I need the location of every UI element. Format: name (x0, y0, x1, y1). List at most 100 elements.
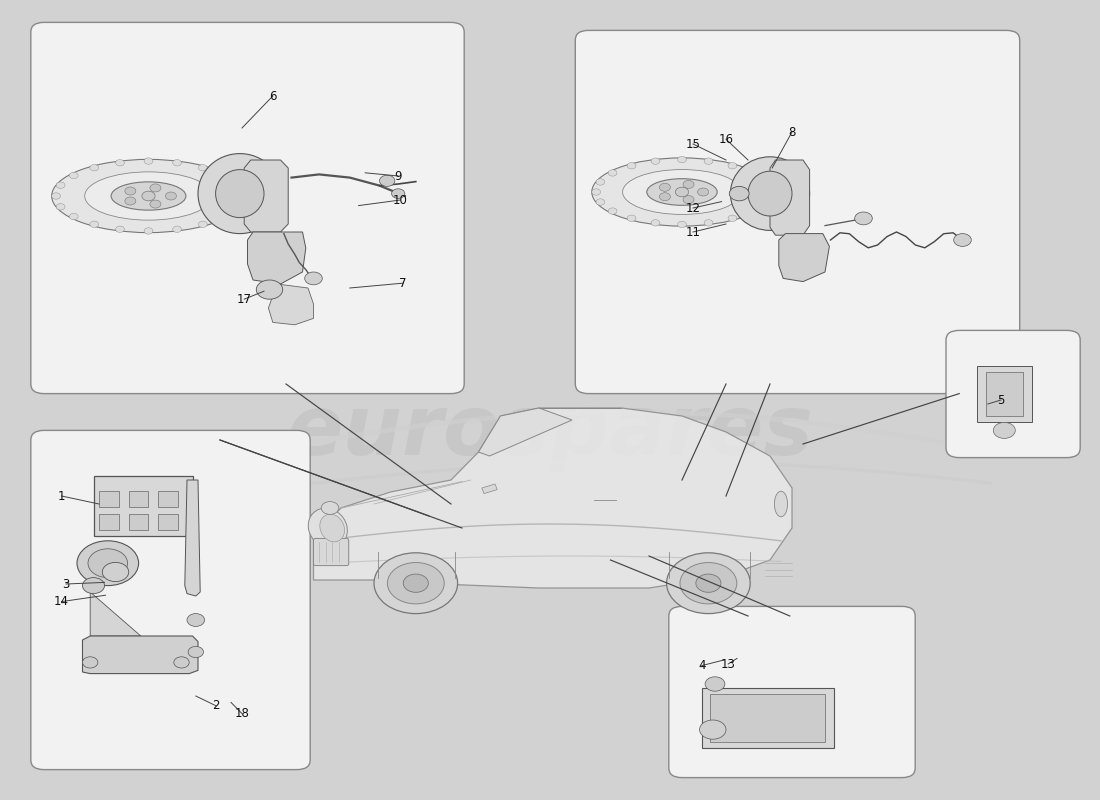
Circle shape (683, 195, 694, 203)
Text: 9: 9 (395, 170, 402, 182)
Text: 13: 13 (720, 658, 736, 670)
Text: 18: 18 (234, 707, 250, 720)
Circle shape (173, 226, 182, 233)
Polygon shape (185, 480, 200, 596)
Circle shape (659, 183, 670, 191)
FancyBboxPatch shape (986, 372, 1023, 416)
Circle shape (69, 172, 78, 178)
FancyBboxPatch shape (158, 514, 178, 530)
Ellipse shape (52, 159, 245, 233)
Ellipse shape (85, 172, 212, 220)
Polygon shape (268, 284, 313, 325)
Text: 12: 12 (685, 202, 701, 214)
Circle shape (321, 502, 339, 514)
Circle shape (56, 182, 65, 189)
Circle shape (759, 199, 768, 206)
FancyBboxPatch shape (710, 694, 825, 742)
Ellipse shape (216, 170, 264, 218)
Circle shape (759, 178, 768, 185)
Circle shape (374, 553, 458, 614)
Circle shape (305, 272, 322, 285)
Circle shape (150, 184, 161, 192)
FancyBboxPatch shape (31, 22, 464, 394)
Circle shape (404, 574, 428, 592)
Circle shape (232, 203, 241, 210)
Circle shape (90, 221, 99, 227)
Text: 10: 10 (393, 194, 408, 206)
Circle shape (232, 182, 241, 189)
Circle shape (678, 222, 686, 228)
Circle shape (627, 215, 636, 222)
Circle shape (116, 159, 124, 166)
Circle shape (392, 189, 405, 198)
Polygon shape (244, 160, 288, 232)
Ellipse shape (320, 514, 344, 542)
Circle shape (683, 181, 694, 189)
Text: eurospares: eurospares (286, 391, 814, 473)
Circle shape (69, 214, 78, 220)
Circle shape (236, 193, 245, 199)
Text: 5: 5 (998, 394, 1004, 406)
Circle shape (675, 187, 689, 197)
Circle shape (608, 170, 617, 176)
Circle shape (88, 549, 128, 578)
Circle shape (651, 220, 660, 226)
Circle shape (704, 220, 713, 226)
Text: 16: 16 (718, 133, 734, 146)
FancyBboxPatch shape (31, 430, 310, 770)
Circle shape (667, 553, 750, 614)
Circle shape (124, 197, 135, 205)
Text: 14: 14 (54, 595, 69, 608)
Text: 7: 7 (399, 277, 406, 290)
Polygon shape (482, 484, 497, 494)
Circle shape (82, 578, 104, 594)
Circle shape (592, 189, 601, 195)
Circle shape (659, 193, 670, 201)
Circle shape (52, 193, 60, 199)
FancyBboxPatch shape (575, 30, 1020, 394)
Circle shape (627, 162, 636, 169)
FancyBboxPatch shape (94, 476, 192, 536)
Circle shape (704, 158, 713, 164)
Circle shape (165, 192, 176, 200)
Ellipse shape (592, 158, 772, 226)
Polygon shape (314, 408, 792, 588)
Circle shape (187, 614, 205, 626)
Polygon shape (248, 232, 306, 284)
FancyBboxPatch shape (129, 491, 149, 507)
Circle shape (102, 562, 129, 582)
Text: 6: 6 (270, 90, 276, 102)
Ellipse shape (308, 508, 348, 548)
Circle shape (198, 221, 207, 227)
Circle shape (188, 646, 204, 658)
Circle shape (174, 657, 189, 668)
Circle shape (77, 541, 139, 586)
FancyBboxPatch shape (158, 491, 178, 507)
FancyBboxPatch shape (129, 514, 149, 530)
FancyBboxPatch shape (99, 514, 119, 530)
Circle shape (90, 165, 99, 171)
FancyBboxPatch shape (669, 606, 915, 778)
Circle shape (680, 562, 737, 604)
Ellipse shape (774, 491, 788, 517)
Circle shape (855, 212, 872, 225)
Circle shape (747, 170, 756, 176)
Circle shape (142, 191, 155, 201)
Circle shape (608, 208, 617, 214)
Circle shape (729, 186, 749, 201)
Circle shape (697, 188, 708, 196)
Ellipse shape (623, 170, 741, 214)
Circle shape (728, 215, 737, 222)
Text: 2: 2 (212, 699, 219, 712)
Circle shape (219, 172, 228, 178)
Ellipse shape (198, 154, 282, 234)
Circle shape (678, 156, 686, 162)
Circle shape (82, 657, 98, 668)
Circle shape (116, 226, 124, 233)
Polygon shape (90, 592, 141, 636)
Circle shape (700, 720, 726, 739)
Circle shape (696, 574, 720, 592)
Circle shape (150, 200, 161, 208)
Polygon shape (770, 160, 810, 235)
FancyBboxPatch shape (702, 688, 834, 748)
